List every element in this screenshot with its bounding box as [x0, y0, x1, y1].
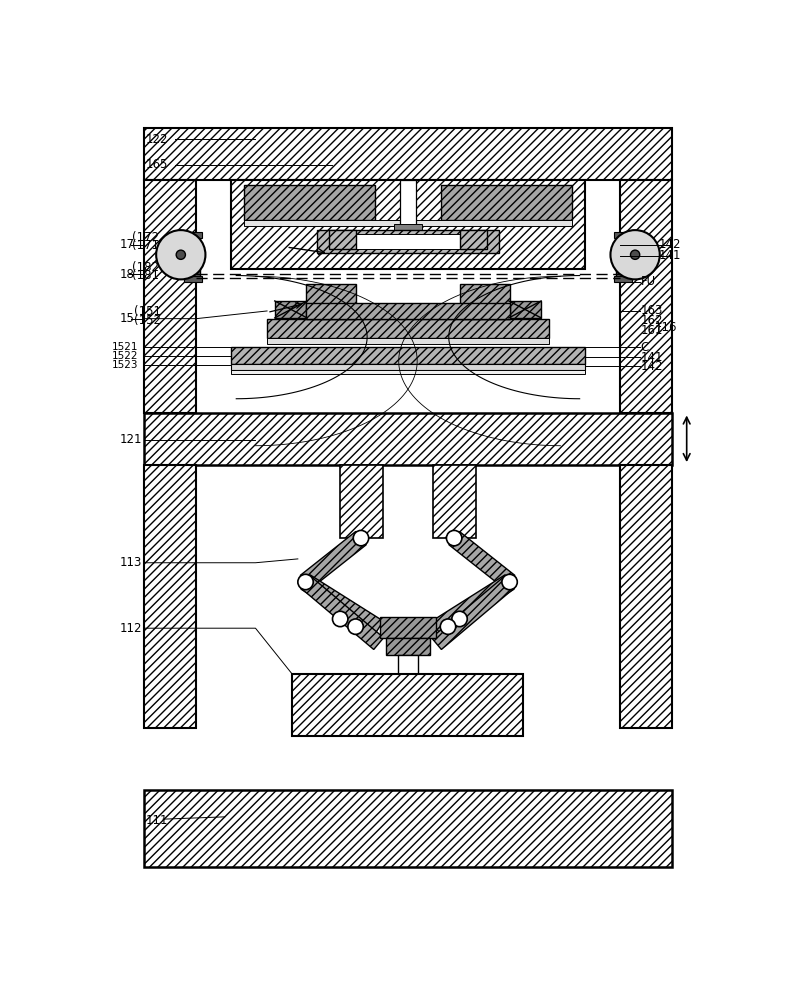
Bar [380, 617, 435, 638]
Text: (182: (182 [132, 261, 159, 274]
Bar [616, 234, 630, 280]
Bar [614, 276, 632, 282]
Bar [275, 301, 307, 318]
Text: 18: 18 [120, 267, 135, 280]
Circle shape [452, 611, 467, 627]
Circle shape [611, 230, 660, 279]
Text: 122: 122 [146, 133, 169, 146]
Bar [433, 465, 476, 538]
Bar [400, 180, 416, 226]
Text: 121: 121 [120, 433, 142, 446]
Bar [620, 180, 672, 413]
Bar [186, 234, 200, 280]
Polygon shape [449, 531, 515, 589]
Polygon shape [431, 576, 514, 649]
Polygon shape [301, 575, 383, 635]
Bar [292, 674, 524, 736]
Circle shape [447, 530, 462, 546]
Text: }16: }16 [654, 320, 677, 333]
Bar [231, 364, 585, 370]
Bar [620, 465, 672, 728]
Text: 1521: 1521 [111, 342, 138, 352]
Text: C: C [641, 341, 649, 354]
Text: 142: 142 [658, 238, 681, 251]
Text: 1523: 1523 [111, 360, 138, 370]
Bar [460, 230, 487, 249]
Text: 141: 141 [641, 351, 663, 364]
Text: FU: FU [641, 275, 656, 288]
Circle shape [630, 250, 640, 259]
Bar [144, 465, 196, 728]
Polygon shape [300, 531, 366, 589]
Circle shape [176, 250, 185, 259]
Text: 165: 165 [146, 158, 169, 171]
Text: 1522: 1522 [111, 351, 138, 361]
Text: (181: (181 [132, 269, 159, 282]
Bar [184, 232, 202, 238]
Bar [306, 284, 356, 319]
Bar [244, 220, 572, 226]
Text: (152: (152 [134, 314, 161, 327]
Circle shape [333, 611, 348, 627]
Circle shape [400, 634, 415, 650]
Bar [244, 185, 375, 220]
Bar [460, 284, 510, 319]
Bar [386, 638, 430, 655]
Text: 112: 112 [120, 622, 142, 635]
Bar [394, 224, 422, 232]
Bar [329, 230, 356, 249]
Bar [509, 301, 541, 318]
Bar [441, 185, 572, 220]
Bar [317, 230, 499, 253]
Bar [306, 303, 510, 319]
Polygon shape [301, 576, 384, 649]
Text: 163: 163 [641, 304, 663, 317]
Circle shape [502, 574, 517, 590]
Bar [144, 413, 672, 465]
Text: 113: 113 [120, 556, 142, 569]
Bar [267, 338, 549, 344]
Text: 111: 111 [146, 814, 169, 827]
Bar [231, 180, 585, 269]
Text: 17: 17 [120, 238, 135, 251]
Circle shape [348, 619, 363, 634]
Bar [340, 465, 383, 538]
Circle shape [298, 574, 314, 590]
Bar [144, 128, 672, 180]
Bar [184, 276, 202, 282]
Bar [144, 790, 672, 867]
Bar [329, 234, 487, 249]
Bar [231, 370, 585, 374]
Bar [144, 180, 196, 413]
Text: 162: 162 [641, 314, 663, 327]
Bar [267, 319, 549, 338]
Bar [614, 232, 632, 238]
Text: 15: 15 [120, 312, 135, 325]
Bar [231, 347, 585, 364]
Polygon shape [432, 575, 514, 635]
Circle shape [156, 230, 205, 279]
Text: (151: (151 [134, 305, 161, 318]
Text: (172: (172 [132, 231, 159, 244]
Text: 141: 141 [658, 249, 681, 262]
Bar [398, 655, 418, 674]
Circle shape [440, 619, 455, 634]
Text: 142: 142 [641, 360, 663, 373]
Circle shape [353, 530, 369, 546]
Text: 161: 161 [641, 324, 663, 337]
Text: (171: (171 [132, 239, 159, 252]
